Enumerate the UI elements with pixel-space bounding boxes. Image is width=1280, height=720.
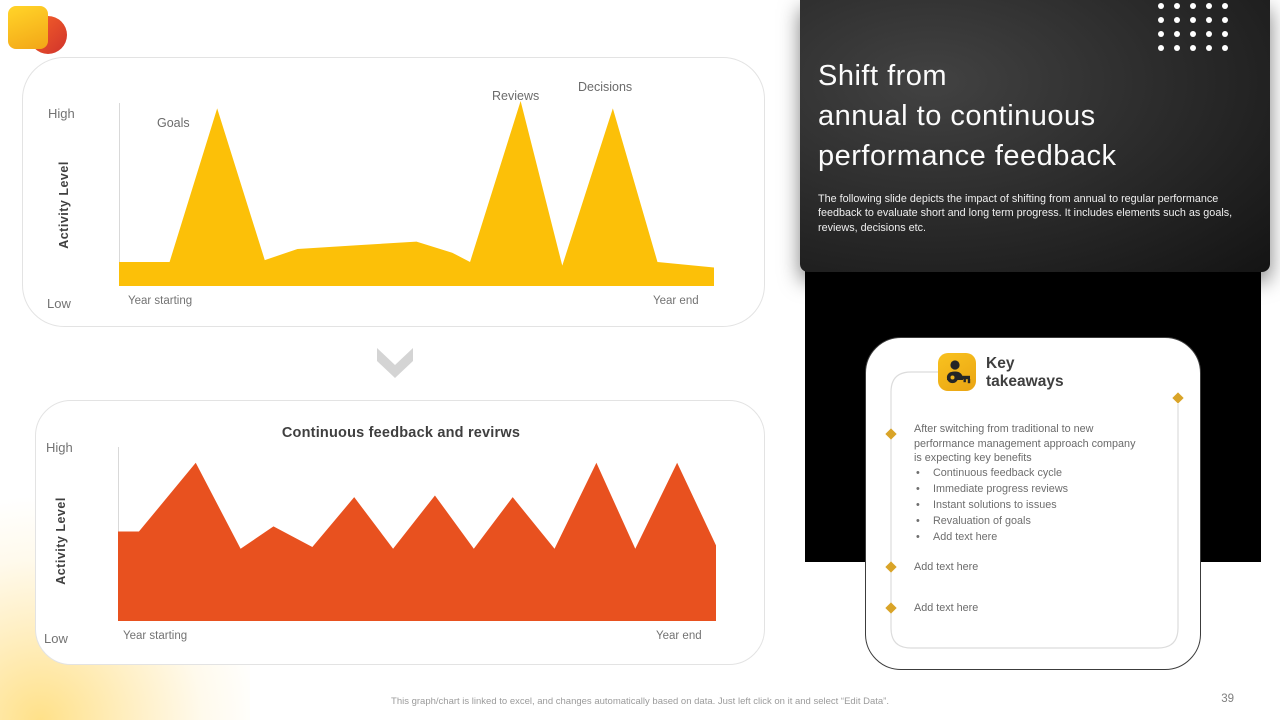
dot (1158, 31, 1164, 37)
takeaways-title-line-1: Key (986, 355, 1015, 372)
dot (1174, 45, 1180, 51)
dot (1158, 17, 1164, 23)
dot (1222, 17, 1228, 23)
y-axis-title: Activity Level (54, 497, 68, 585)
takeaways-title: Key takeaways (986, 355, 1064, 392)
dot (1222, 45, 1228, 51)
dot (1206, 45, 1212, 51)
takeaway-item-2: Add text here (914, 561, 979, 573)
brand-logo (8, 6, 68, 61)
slide-title-line-1: Shift from (818, 60, 948, 92)
dot (1222, 3, 1228, 9)
dot (1190, 45, 1196, 51)
footer-note: This graph/chart is linked to excel, and… (391, 696, 889, 707)
y-axis-line (119, 103, 120, 286)
dot (1206, 3, 1212, 9)
dot (1174, 31, 1180, 37)
dot (1158, 3, 1164, 9)
dot-grid-decoration (1158, 3, 1228, 51)
key-takeaways-card: Key takeaways After switching from tradi… (865, 337, 1201, 670)
decisions-annotation: Decisions (578, 80, 633, 94)
person-with-key-icon (938, 353, 976, 391)
dot (1158, 45, 1164, 51)
takeaway-sub-list: Continuous feedback cycle Immediate prog… (916, 466, 1146, 546)
takeaway-item-1: After switching from traditional to new … (914, 423, 1136, 465)
y-axis-low-label: Low (47, 296, 71, 311)
dot (1222, 31, 1228, 37)
title-panel: Shift from annual to continuous performa… (800, 0, 1270, 272)
takeaways-bracket-line (890, 371, 1179, 649)
slide-description: The following slide depicts the impact o… (818, 193, 1233, 234)
goals-annotation: Goals (157, 116, 190, 130)
chevron-down-icon (377, 348, 413, 378)
y-axis-high-label: High (48, 106, 75, 121)
logo-square-shape (8, 6, 48, 49)
dot (1190, 17, 1196, 23)
dot (1174, 3, 1180, 9)
dot (1206, 17, 1212, 23)
annual-chart-card: High Low Activity Level Goals Reviews De… (22, 57, 765, 327)
x-axis-end-label: Year end (653, 295, 699, 307)
continuous-chart-card: Continuous feedback and revirws High Low… (35, 400, 765, 665)
page-number: 39 (1221, 693, 1234, 705)
takeaways-title-line-2: takeaways (986, 373, 1064, 391)
takeaway-item-3: Add text here (914, 602, 979, 614)
continuous-chart-title: Continuous feedback and revirws (281, 425, 521, 441)
slide-title: Shift from annual to continuous performa… (818, 56, 1117, 176)
reviews-annotation: Reviews (492, 89, 540, 103)
slide-title-line-3: performance feedback (818, 140, 1117, 173)
x-axis-start-label: Year starting (123, 630, 188, 642)
continuous-area-chart[interactable] (118, 449, 716, 621)
dot (1190, 3, 1196, 9)
sub-bullet-1: Continuous feedback cycle (916, 466, 1146, 481)
sub-bullet-4: Revaluation of goals (916, 514, 1146, 529)
sub-bullet-2: Immediate progress reviews (916, 482, 1146, 497)
sub-bullet-3: Instant solutions to issues (916, 498, 1146, 513)
dot (1206, 31, 1212, 37)
sub-bullet-5: Add text here (916, 530, 1146, 545)
slide-title-line-2: annual to continuous (818, 100, 1096, 133)
annual-area-chart[interactable] (119, 101, 714, 286)
y-axis-high-label: High (46, 440, 73, 455)
x-axis-start-label: Year starting (128, 295, 193, 307)
dot (1174, 17, 1180, 23)
y-axis-title: Activity Level (57, 161, 71, 249)
x-axis-end-label: Year end (656, 630, 702, 642)
dot (1190, 31, 1196, 37)
y-axis-low-label: Low (44, 631, 68, 646)
